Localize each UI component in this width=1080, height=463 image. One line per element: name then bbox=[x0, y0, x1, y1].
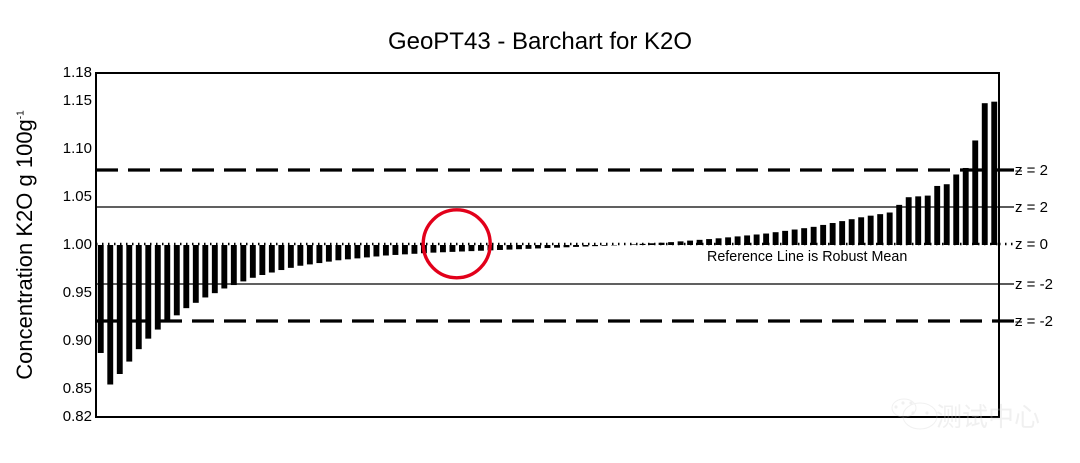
svg-text:测试中心: 测试中心 bbox=[936, 402, 1040, 432]
